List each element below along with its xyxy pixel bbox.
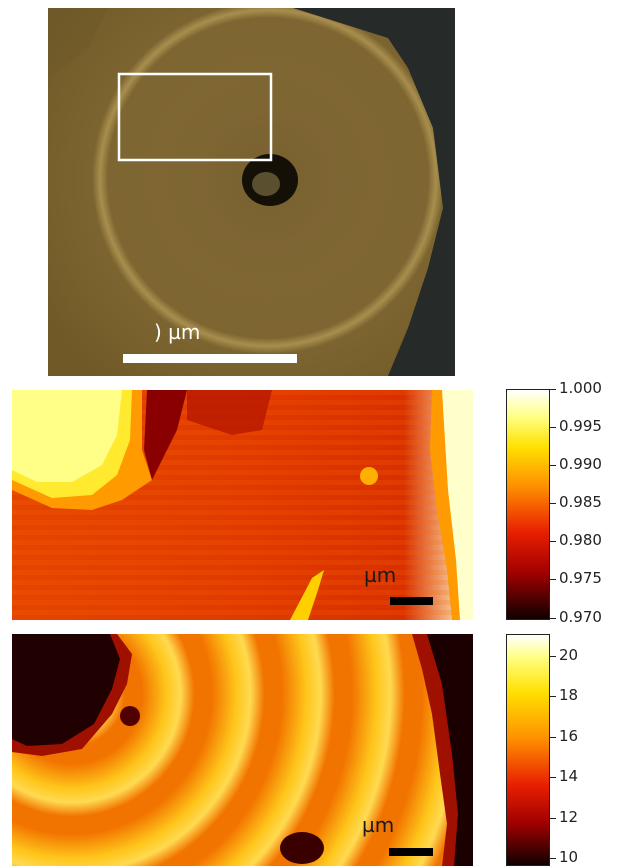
colorbar-tick-label: 0.975 <box>559 569 602 587</box>
colorbar-tick-label: 1.000 <box>559 379 602 397</box>
colorbar-tick-mark <box>550 696 556 697</box>
scale-bar-label: µm <box>362 813 395 837</box>
colorbar-tick-mark <box>550 427 556 428</box>
colorbar-tick-label: 10 <box>559 848 579 866</box>
heatmap-normalized: µm <box>12 390 473 620</box>
scale-bar-label: µm <box>364 563 397 587</box>
colorbar-tick-mark <box>550 579 556 580</box>
colorbar-tick-label: 18 <box>559 686 579 704</box>
colorbar-tick-mark <box>550 656 556 657</box>
colorbar-tick-label: 0.990 <box>559 455 602 473</box>
colorbar-tick-mark <box>550 818 556 819</box>
scale-bar <box>123 354 297 363</box>
scale-bar-label: ) µm <box>154 320 201 344</box>
colorbar-tick-mark <box>550 465 556 466</box>
colorbar-tick-mark <box>550 503 556 504</box>
heatmap-normalized-image <box>12 390 473 620</box>
region-of-interest-box <box>117 72 273 162</box>
colorbar-tick-mark <box>550 777 556 778</box>
colorbar-tick-mark <box>550 389 556 390</box>
colorbar-tick-label: 16 <box>559 727 579 745</box>
optical-micrograph-image <box>48 8 455 376</box>
colorbar-tick-label: 0.980 <box>559 531 602 549</box>
colorbar-tick-label: 0.985 <box>559 493 602 511</box>
colorbar-tick-mark <box>550 858 556 859</box>
colorbar-tick-label: 14 <box>559 767 579 785</box>
colorbar-intensity <box>506 634 550 866</box>
optical-micrograph: ) µm <box>48 8 455 376</box>
scale-bar <box>390 597 433 605</box>
colorbar-tick-label: 20 <box>559 646 579 664</box>
colorbar-tick-mark <box>550 541 556 542</box>
scale-bar <box>389 848 433 856</box>
heatmap-intensity-image <box>12 634 473 866</box>
heatmap-intensity: µm <box>12 634 473 866</box>
colorbar-tick-label: 12 <box>559 808 579 826</box>
colorbar-normalized <box>506 389 550 620</box>
colorbar-tick-label: 0.995 <box>559 417 602 435</box>
colorbar-tick-mark <box>550 618 556 619</box>
colorbar-tick-label: 0.970 <box>559 608 602 626</box>
colorbar-tick-mark <box>550 737 556 738</box>
